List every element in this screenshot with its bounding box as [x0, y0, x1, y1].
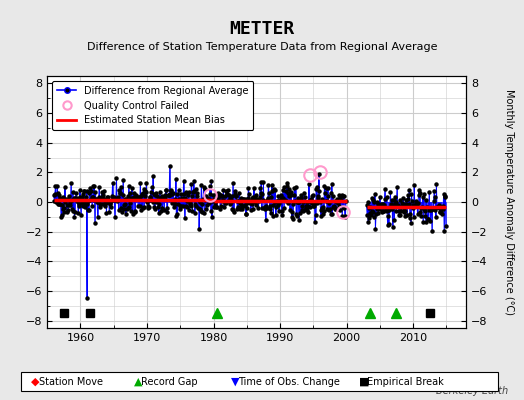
Text: ▼: ▼ [231, 377, 239, 386]
Text: Station Move: Station Move [39, 377, 103, 386]
Text: Empirical Break: Empirical Break [367, 377, 443, 386]
Text: ▲: ▲ [134, 377, 142, 386]
Legend: Difference from Regional Average, Quality Control Failed, Estimated Station Mean: Difference from Regional Average, Qualit… [52, 81, 254, 130]
Text: Time of Obs. Change: Time of Obs. Change [238, 377, 340, 386]
Text: Berkeley Earth: Berkeley Earth [436, 386, 508, 396]
Text: ◆: ◆ [31, 377, 40, 386]
Text: Difference of Station Temperature Data from Regional Average: Difference of Station Temperature Data f… [87, 42, 437, 52]
Text: METTER: METTER [230, 20, 294, 38]
Y-axis label: Monthly Temperature Anomaly Difference (°C): Monthly Temperature Anomaly Difference (… [505, 89, 515, 315]
Text: ■: ■ [359, 377, 369, 386]
Text: Record Gap: Record Gap [141, 377, 198, 386]
